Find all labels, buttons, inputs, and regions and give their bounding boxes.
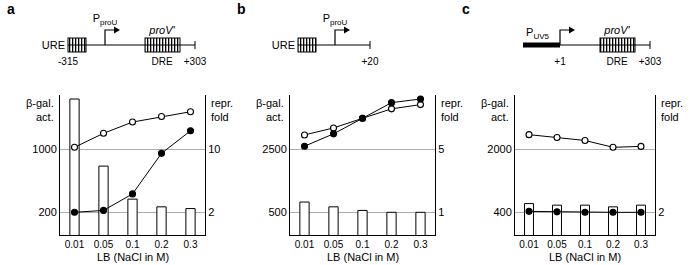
svg-text:repr.fold: repr.fold xyxy=(661,97,683,123)
svg-text:PproU: PproU xyxy=(93,12,118,27)
svg-text:+1: +1 xyxy=(554,56,566,67)
svg-text:β-gal.act.: β-gal.act. xyxy=(256,97,284,123)
svg-text:5: 5 xyxy=(438,143,444,155)
svg-text:DRE: DRE xyxy=(606,56,627,67)
svg-text:0.05: 0.05 xyxy=(547,239,567,250)
svg-text:LB (NaCl in M): LB (NaCl in M) xyxy=(549,251,621,263)
svg-text:PproU: PproU xyxy=(323,12,348,27)
svg-text:c: c xyxy=(462,1,470,17)
svg-text:2500: 2500 xyxy=(262,143,286,155)
svg-text:-315: -315 xyxy=(58,56,78,67)
svg-text:0.2: 0.2 xyxy=(606,239,620,250)
svg-text:200: 200 xyxy=(38,206,56,218)
svg-text:repr.fold: repr.fold xyxy=(441,97,463,123)
svg-text:+303: +303 xyxy=(184,56,207,67)
svg-text:repr.fold: repr.fold xyxy=(211,97,233,123)
svg-text:400: 400 xyxy=(493,206,511,218)
svg-text:DRE: DRE xyxy=(151,56,172,67)
svg-text:proV': proV' xyxy=(603,24,630,36)
svg-text:β-gal.act.: β-gal.act. xyxy=(26,97,54,123)
svg-text:2000: 2000 xyxy=(487,143,511,155)
svg-text:PUV5: PUV5 xyxy=(526,26,549,41)
svg-text:LB (NaCl in M): LB (NaCl in M) xyxy=(97,251,169,263)
svg-text:0.1: 0.1 xyxy=(356,239,370,250)
svg-text:LB (NaCl in M): LB (NaCl in M) xyxy=(327,251,399,263)
svg-text:1: 1 xyxy=(438,206,444,218)
svg-text:β-gal.act.: β-gal.act. xyxy=(481,97,509,123)
svg-text:0.01: 0.01 xyxy=(65,239,85,250)
svg-text:0.01: 0.01 xyxy=(519,239,539,250)
svg-text:URE: URE xyxy=(272,39,295,51)
svg-text:0.3: 0.3 xyxy=(634,239,648,250)
svg-text:proV': proV' xyxy=(148,24,175,36)
svg-text:2: 2 xyxy=(208,206,214,218)
svg-text:10: 10 xyxy=(208,143,220,155)
svg-text:0.3: 0.3 xyxy=(184,239,198,250)
svg-text:0.01: 0.01 xyxy=(295,239,315,250)
svg-text:+303: +303 xyxy=(639,56,662,67)
svg-text:0.1: 0.1 xyxy=(126,239,140,250)
svg-text:0.3: 0.3 xyxy=(414,239,428,250)
svg-text:URE: URE xyxy=(42,39,65,51)
svg-text:b: b xyxy=(237,1,246,17)
svg-text:0.1: 0.1 xyxy=(578,239,592,250)
svg-text:a: a xyxy=(7,1,15,17)
svg-text:1000: 1000 xyxy=(32,143,56,155)
svg-text:0.05: 0.05 xyxy=(324,239,344,250)
svg-text:0.05: 0.05 xyxy=(94,239,114,250)
svg-text:0.2: 0.2 xyxy=(155,239,169,250)
svg-text:+20: +20 xyxy=(362,56,379,67)
svg-text:2: 2 xyxy=(658,206,664,218)
svg-text:0.2: 0.2 xyxy=(385,239,399,250)
svg-text:500: 500 xyxy=(268,206,286,218)
